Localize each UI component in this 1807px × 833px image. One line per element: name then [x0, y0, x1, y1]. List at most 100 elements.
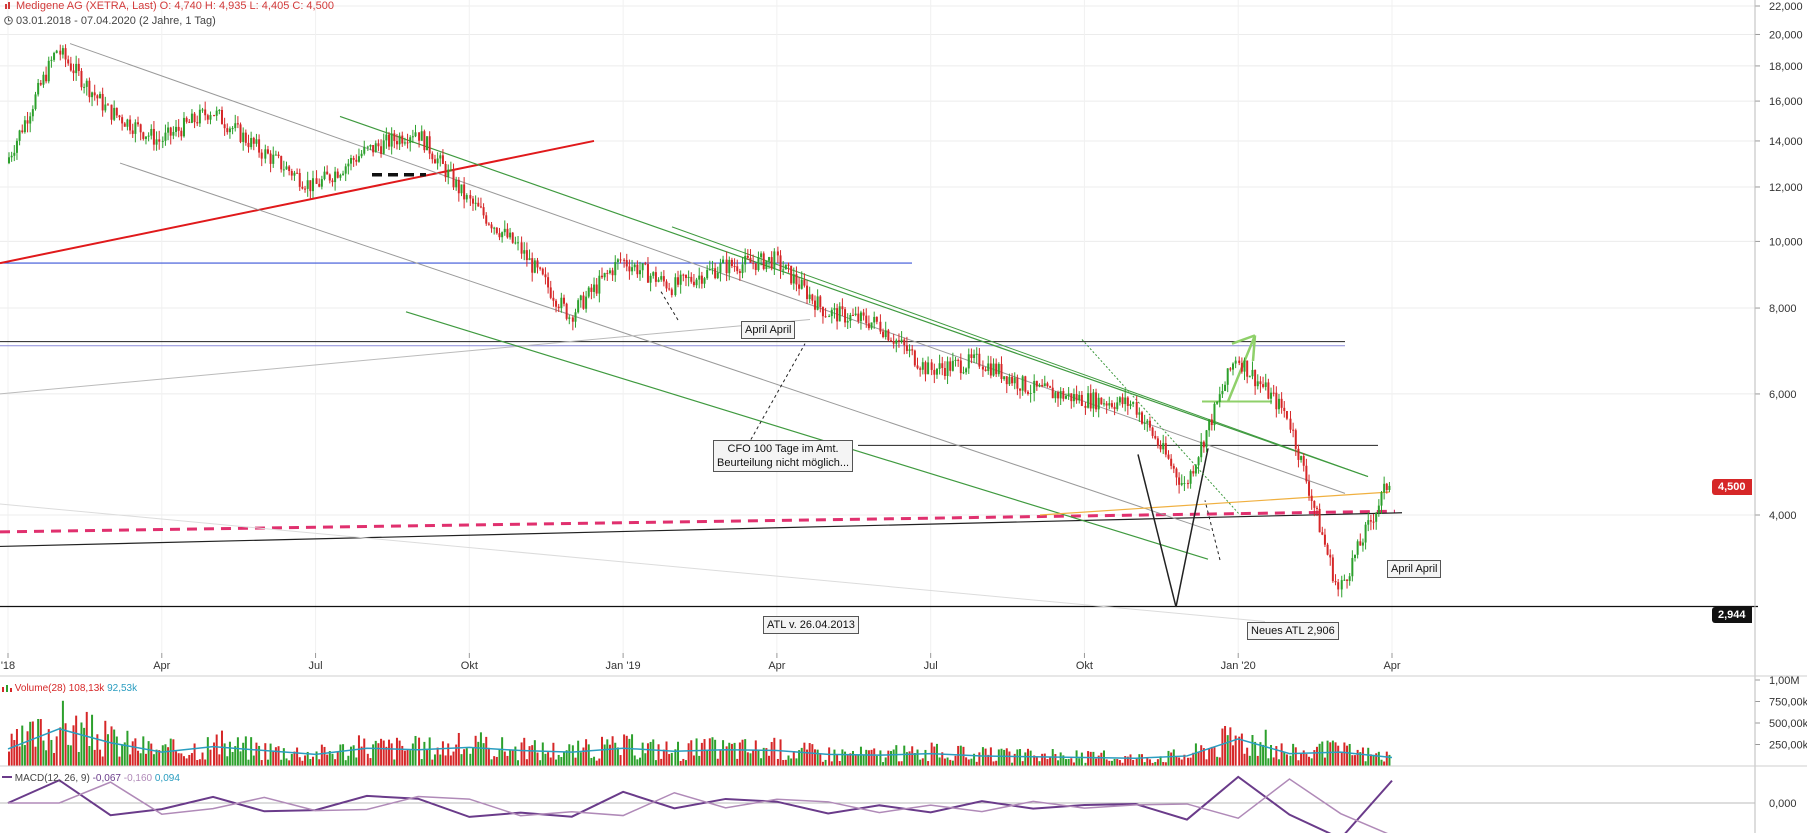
volume-bar: [1337, 745, 1340, 766]
volume-bar: [1000, 748, 1003, 766]
volume-tick-label: 750,00k: [1769, 697, 1807, 709]
volume-bar: [75, 715, 78, 766]
candle-body: [1321, 532, 1324, 535]
volume-bar: [670, 752, 673, 766]
candle-body: [882, 331, 885, 338]
candle-body: [61, 48, 64, 55]
candle-body: [1162, 443, 1165, 450]
volume-bar: [623, 734, 626, 766]
volume-bar: [1057, 760, 1060, 766]
candle-body: [336, 171, 339, 178]
annotation-april-1[interactable]: April April: [741, 321, 796, 339]
volume-bar: [10, 733, 13, 766]
volume-label: Volume(28): [14, 683, 66, 694]
volume-bar: [779, 739, 782, 766]
volume-bar: [1243, 753, 1246, 766]
candle-body: [984, 369, 987, 371]
volume-bar: [1256, 755, 1259, 766]
volume-bar: [903, 745, 906, 766]
annotation-cfo[interactable]: CFO 100 Tage im Amt. Beurteilung nicht m…: [713, 440, 854, 472]
volume-icon: [2, 684, 12, 692]
volume-bar: [1283, 752, 1286, 766]
volume-bar: [628, 738, 631, 766]
volume-bar: [765, 748, 768, 766]
candle-body: [1026, 391, 1029, 394]
volume-bar: [795, 758, 798, 766]
volume-bar: [1029, 750, 1032, 766]
candle-body: [444, 163, 447, 178]
volume-bar: [760, 758, 763, 766]
candle-body: [595, 284, 598, 294]
volume-bar: [134, 738, 137, 766]
volume-bar: [708, 738, 711, 766]
candle-body: [75, 63, 78, 74]
volume-bar: [334, 759, 337, 766]
candle-body: [684, 274, 687, 279]
candle-body: [824, 316, 827, 318]
annotation-atl-old[interactable]: ATL v. 26.04.2013: [763, 616, 859, 634]
volume-bar: [1129, 754, 1132, 766]
volume-bar: [1210, 746, 1213, 766]
candle-body: [1054, 392, 1057, 399]
candle-body: [598, 275, 601, 294]
candle-body: [585, 296, 588, 309]
candle-body: [741, 264, 744, 274]
volume-bar: [137, 750, 140, 766]
clock-icon: [4, 16, 13, 25]
volume-bar: [50, 739, 53, 766]
candle-body: [703, 278, 706, 284]
volume-bar: [1180, 759, 1183, 766]
volume-bar: [949, 759, 952, 766]
volume-bar: [716, 758, 719, 766]
volume-bar: [762, 747, 765, 766]
candle-body: [916, 365, 919, 369]
volume-bar: [342, 744, 345, 766]
volume-bar: [121, 744, 124, 766]
candle-body: [954, 359, 957, 361]
candle-body: [1208, 419, 1211, 431]
candle-body: [29, 116, 32, 124]
volume-bar: [150, 743, 153, 766]
x-tick-label: Apr: [768, 660, 785, 672]
candle-body: [859, 312, 862, 322]
candle-body: [285, 166, 288, 170]
candle-body: [1011, 376, 1014, 384]
candle-body: [1097, 397, 1100, 410]
volume-bar: [26, 731, 29, 766]
volume-bar: [331, 753, 334, 766]
volume-bar: [867, 750, 870, 766]
candle-body: [1175, 468, 1178, 478]
candle-body: [1369, 520, 1372, 522]
candle-body: [930, 362, 933, 370]
annotation-april-2[interactable]: April April: [1387, 560, 1442, 578]
candle-body: [21, 130, 24, 133]
candle-body: [1070, 393, 1073, 402]
volume-bar: [64, 723, 67, 766]
volume-bar: [933, 746, 936, 766]
candle-body: [252, 137, 255, 144]
candle-body: [1075, 394, 1078, 401]
macd-icon: [2, 776, 12, 778]
candle-body: [266, 149, 269, 154]
volume-bar: [1361, 747, 1364, 766]
candle-body: [1315, 507, 1318, 509]
candle-body: [471, 198, 474, 204]
candle-body: [1124, 397, 1127, 405]
volume-bar: [129, 754, 132, 766]
volume-bar: [164, 744, 167, 766]
volume-bar: [927, 761, 930, 766]
volume-bar: [913, 753, 916, 766]
candle-body: [1361, 542, 1364, 546]
candle-body: [698, 275, 701, 280]
annotation-atl-new[interactable]: Neues ATL 2,906: [1247, 622, 1339, 640]
volume-bar: [1375, 753, 1378, 766]
volume-bar: [320, 744, 323, 766]
volume-bar: [449, 755, 452, 766]
volume-bar: [595, 760, 598, 766]
volume-bar: [662, 749, 665, 766]
candle-body: [614, 262, 617, 276]
volume-bar: [541, 742, 544, 766]
volume-bar: [768, 755, 771, 766]
gray-long-line: [0, 318, 811, 395]
